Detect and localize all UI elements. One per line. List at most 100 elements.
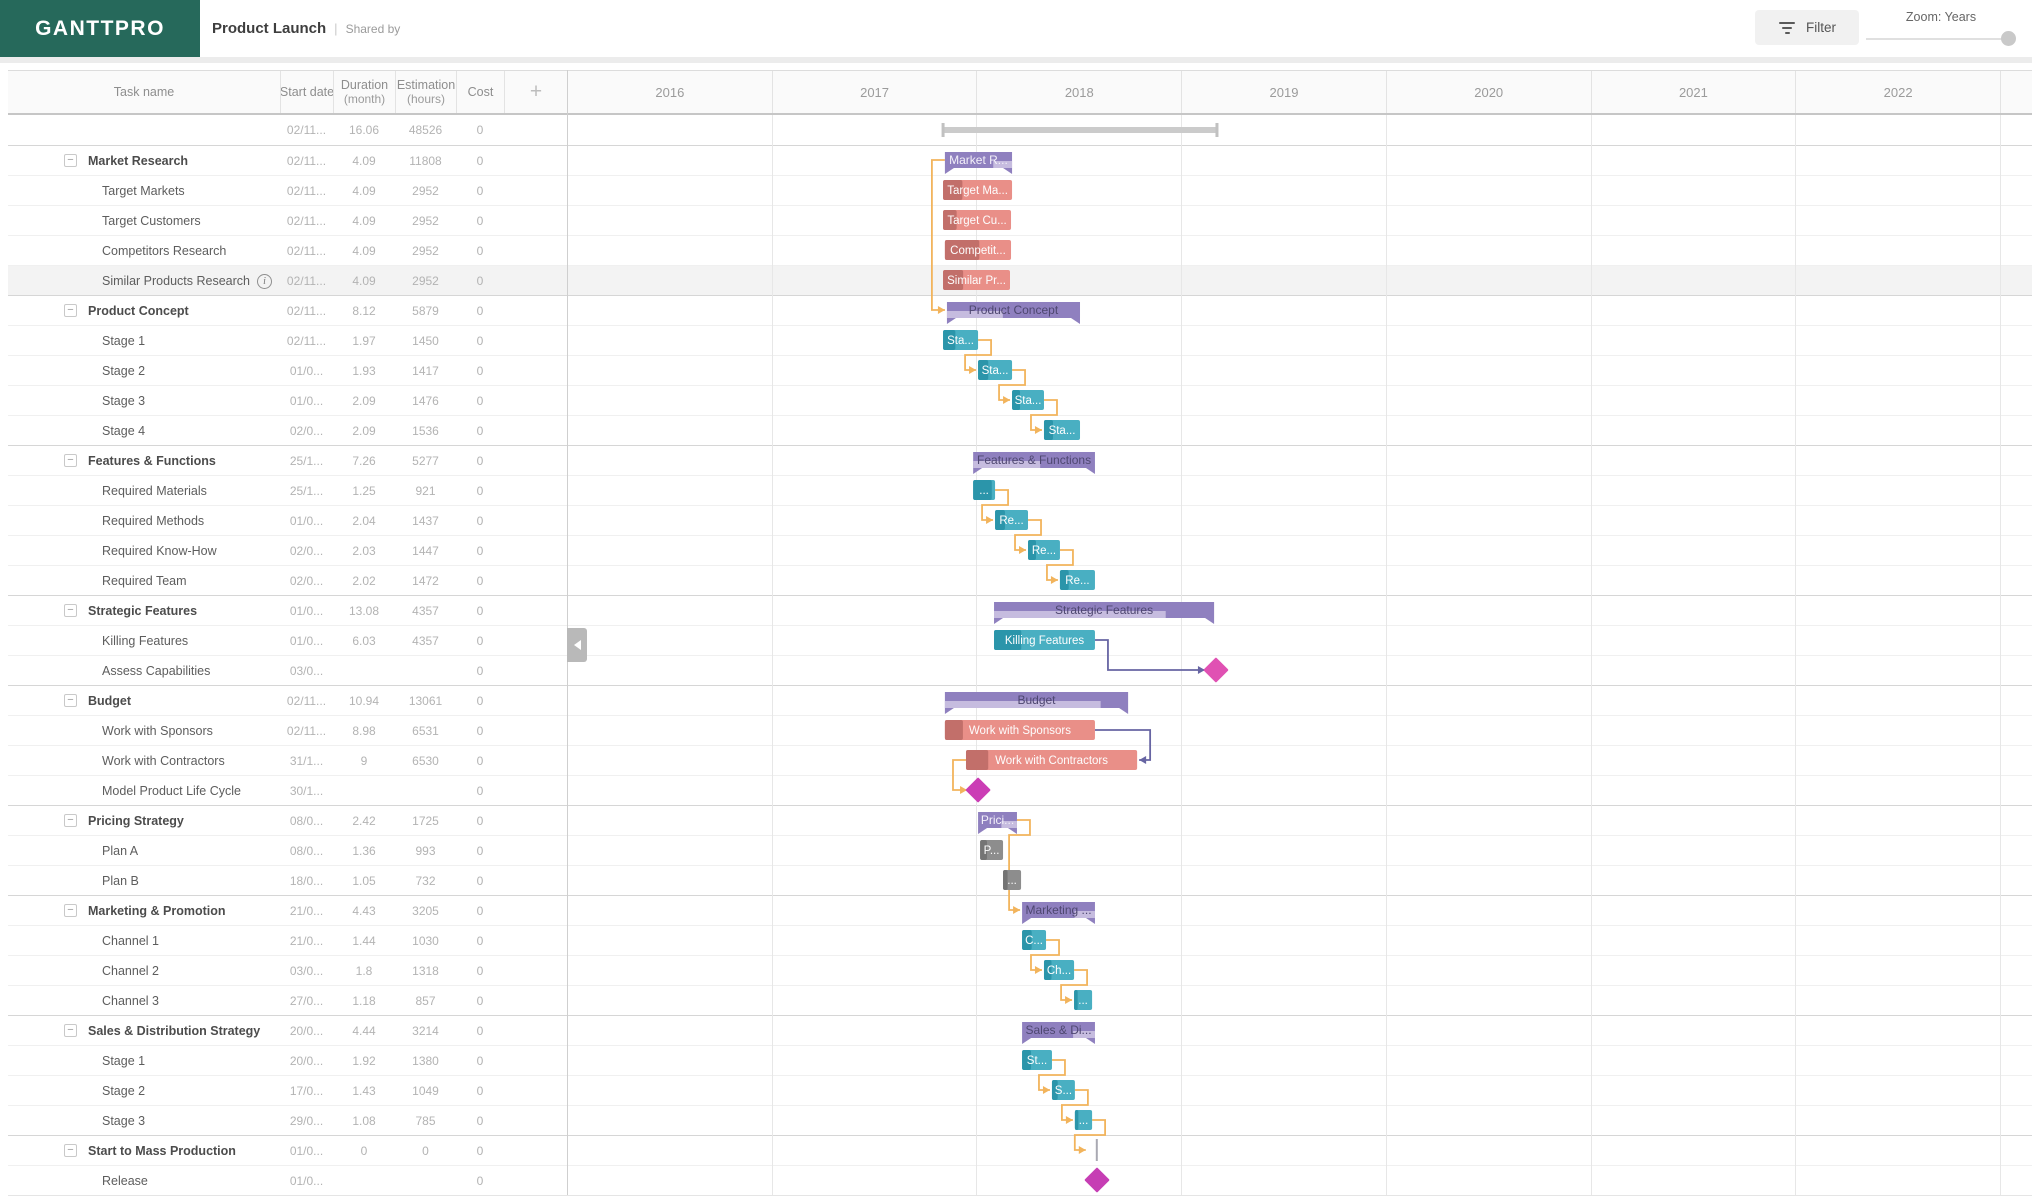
cell-cost: 0 (476, 964, 484, 978)
zoom-slider[interactable] (1866, 30, 2016, 48)
collapse-toggle[interactable]: − (64, 454, 77, 467)
table-row[interactable]: Required Materials 25/1... 1.25 921 0 (8, 475, 2032, 505)
table-row[interactable]: Similar Products Research i 02/11... 4.09 29… (8, 265, 2032, 295)
cell-start-date: 18/0... (289, 874, 324, 888)
table-row[interactable]: − Market Research 02/11... 4.09 11808 0 (8, 145, 2032, 175)
table-row[interactable]: Plan A 08/0... 1.36 993 0 (8, 835, 2032, 865)
table-row[interactable]: − Strategic Features 01/0... 13.08 4357 0 (8, 595, 2032, 625)
table-row[interactable]: Channel 2 03/0... 1.8 1318 0 (8, 955, 2032, 985)
table-row[interactable]: − Budget 02/11... 10.94 13061 0 (8, 685, 2032, 715)
table-row[interactable]: − Product Concept 02/11... 8.12 5879 0 (8, 295, 2032, 325)
task-name: Model Product Life Cycle (102, 784, 241, 798)
cell-estimation: 993 (415, 844, 436, 858)
zoom-slider-handle[interactable] (2001, 31, 2016, 46)
table-row[interactable]: Model Product Life Cycle 30/1... 0 (8, 775, 2032, 805)
cell-cost: 0 (476, 604, 484, 618)
table-row[interactable]: Stage 1 20/0... 1.92 1380 0 (8, 1045, 2032, 1075)
cell-start-date: 01/0... (289, 514, 324, 528)
cell-duration (333, 656, 395, 686)
cell-estimation: 1476 (412, 394, 439, 408)
collapse-toggle[interactable]: − (64, 1024, 77, 1037)
task-name: Stage 3 (102, 394, 146, 408)
table-row[interactable]: Work with Contractors 31/1... 9 6530 0 (8, 745, 2032, 775)
cell-duration: 1.05 (352, 874, 376, 888)
table-row[interactable]: Killing Features 01/0... 6.03 4357 0 (8, 625, 2032, 655)
cell-start-date: 30/1... (289, 784, 324, 798)
cell-start-date: 20/0... (289, 1024, 324, 1038)
cell-estimation: 732 (415, 874, 436, 888)
table-row[interactable]: Stage 3 01/0... 2.09 1476 0 (8, 385, 2032, 415)
app-logo[interactable]: GANTTPRO (0, 0, 200, 57)
grid-header: Task name Start date Duration (month) Estima… (8, 70, 2032, 115)
table-row[interactable]: Plan B 18/0... 1.05 732 0 (8, 865, 2032, 895)
table-row[interactable]: Stage 3 29/0... 1.08 785 0 (8, 1105, 2032, 1135)
table-row[interactable]: Competitors Research 02/11... 4.09 2952 0 (8, 235, 2032, 265)
cell-duration: 4.09 (352, 214, 376, 228)
collapse-toggle[interactable]: − (64, 814, 77, 827)
collapse-toggle[interactable]: − (64, 604, 77, 617)
task-name: Channel 2 (102, 964, 159, 978)
collapse-toggle[interactable]: − (64, 154, 77, 167)
collapse-toggle[interactable]: − (64, 1144, 77, 1157)
table-row[interactable]: 02/11... 16.06 48526 0 (8, 115, 2032, 145)
cell-estimation: 1447 (412, 544, 439, 558)
table-row[interactable]: Target Customers 02/11... 4.09 2952 0 (8, 205, 2032, 235)
table-row[interactable]: Channel 3 27/0... 1.18 857 0 (8, 985, 2032, 1015)
cell-duration: 1.97 (352, 334, 376, 348)
cell-cost: 0 (476, 364, 484, 378)
cell-cost: 0 (476, 1084, 484, 1098)
table-row[interactable]: Target Markets 02/11... 4.09 2952 0 (8, 175, 2032, 205)
table-row[interactable]: − Pricing Strategy 08/0... 2.42 1725 0 (8, 805, 2032, 835)
cell-estimation (395, 656, 456, 686)
table-collapse-handle[interactable] (567, 628, 587, 662)
task-name: Work with Contractors (102, 754, 225, 768)
task-name: Required Team (102, 574, 187, 588)
cell-duration: 10.94 (348, 694, 380, 708)
year-gridline (1181, 70, 1183, 1195)
cell-duration: 1.43 (352, 1084, 376, 1098)
table-row[interactable]: − Sales & Distribution Strategy 20/0... 4.4… (8, 1015, 2032, 1045)
table-row[interactable]: Required Methods 01/0... 2.04 1437 0 (8, 505, 2032, 535)
cell-cost: 0 (476, 1174, 484, 1188)
cell-start-date: 02/11... (286, 244, 327, 258)
project-title-wrap: Product Launch | Shared by (212, 0, 400, 57)
cell-duration: 1.44 (352, 934, 376, 948)
cell-estimation (395, 1166, 456, 1196)
collapse-toggle[interactable]: − (64, 904, 77, 917)
cell-start-date: 02/11... (286, 214, 327, 228)
cell-start-date: 03/0... (289, 664, 324, 678)
table-row[interactable]: Stage 1 02/11... 1.97 1450 0 (8, 325, 2032, 355)
cell-cost: 0 (476, 934, 484, 948)
cell-start-date: 02/11... (286, 123, 327, 137)
table-row[interactable]: − Marketing & Promotion 21/0... 4.43 3205 0 (8, 895, 2032, 925)
table-row[interactable]: − Features & Functions 25/1... 7.26 5277 0 (8, 445, 2032, 475)
table-row[interactable]: Stage 4 02/0... 2.09 1536 0 (8, 415, 2032, 445)
cell-cost: 0 (476, 784, 484, 798)
collapse-left-icon (573, 640, 581, 650)
cell-estimation: 0 (422, 1144, 429, 1158)
title-separator: | (334, 21, 338, 36)
table-row[interactable]: Required Team 02/0... 2.02 1472 0 (8, 565, 2032, 595)
table-row[interactable]: Required Know-How 02/0... 2.03 1447 0 (8, 535, 2032, 565)
info-icon[interactable]: i (256, 274, 272, 290)
table-row[interactable]: Release 01/0... 0 (8, 1165, 2032, 1195)
cell-duration: 1.93 (352, 364, 376, 378)
table-row[interactable]: Work with Sponsors 02/11... 8.98 6531 0 (8, 715, 2032, 745)
table-row[interactable]: Channel 1 21/0... 1.44 1030 0 (8, 925, 2032, 955)
cell-start-date: 01/0... (289, 394, 324, 408)
collapse-toggle[interactable]: − (64, 694, 77, 707)
table-row[interactable]: Stage 2 01/0... 1.93 1417 0 (8, 355, 2032, 385)
task-name: Assess Capabilities (102, 664, 211, 678)
add-column-button[interactable]: + (504, 71, 567, 113)
cell-cost: 0 (476, 1024, 484, 1038)
filter-button[interactable]: Filter (1755, 10, 1859, 45)
table-row[interactable]: − Start to Mass Production 01/0... 0 0 0 (8, 1135, 2032, 1165)
table-row[interactable]: Assess Capabilities 03/0... 0 (8, 655, 2032, 685)
table-row[interactable]: Stage 2 17/0... 1.43 1049 0 (8, 1075, 2032, 1105)
cell-start-date: 31/1... (289, 754, 324, 768)
cell-cost: 0 (476, 424, 484, 438)
cell-cost: 0 (476, 994, 484, 1008)
collapse-toggle[interactable]: − (64, 304, 77, 317)
cell-cost: 0 (476, 184, 484, 198)
zoom-slider-track[interactable] (1866, 38, 2010, 40)
